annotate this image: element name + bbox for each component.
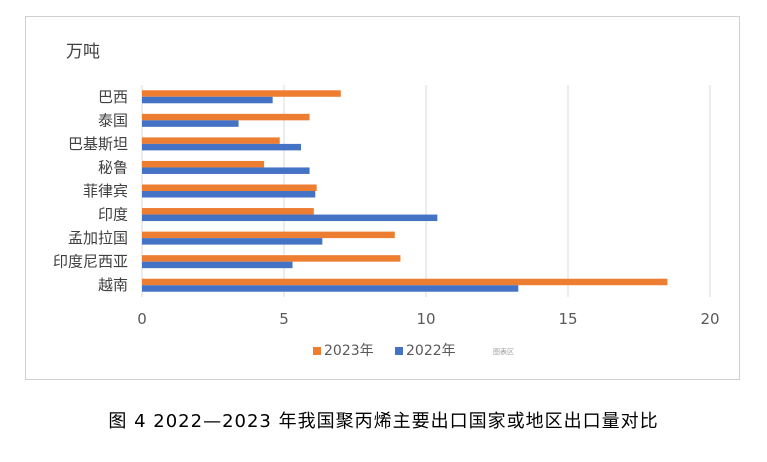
legend-label-2022: 2022年 bbox=[406, 343, 456, 359]
figure-caption: 图 4 2022—2023 年我国聚丙烯主要出口国家或地区出口量对比 bbox=[108, 411, 659, 432]
chart-area: 万吨 0 5 10 15 20 巴西泰国巴基斯坦秘鲁菲律宾印度孟加拉国印度尼西亚越南 2023… bbox=[25, 16, 740, 380]
category-label: 菲律宾 bbox=[83, 182, 128, 200]
category-label: 越南 bbox=[98, 276, 128, 294]
bar-2023 bbox=[142, 278, 668, 286]
bar-2022 bbox=[142, 167, 310, 174]
bar-2023 bbox=[142, 208, 314, 215]
bar-2022 bbox=[142, 238, 323, 245]
unit-label: 万吨 bbox=[66, 42, 100, 62]
bar-2022 bbox=[142, 120, 239, 127]
category-label: 印度尼西亚 bbox=[53, 253, 128, 271]
x-tick-label: 20 bbox=[700, 310, 719, 328]
category-label: 巴基斯坦 bbox=[68, 135, 128, 153]
legend-label-2023: 2023年 bbox=[324, 343, 374, 359]
bar-2023 bbox=[142, 255, 401, 262]
bar-2023 bbox=[142, 160, 265, 168]
category-label: 印度 bbox=[98, 206, 128, 224]
x-tick-label: 5 bbox=[279, 310, 289, 328]
legend-swatch-2022 bbox=[395, 347, 403, 355]
category-label: 泰国 bbox=[98, 111, 128, 129]
category-label: 孟加拉国 bbox=[68, 229, 128, 247]
bar-2022 bbox=[142, 214, 438, 222]
bar-2022 bbox=[142, 143, 302, 151]
bar-2022 bbox=[142, 261, 293, 269]
category-label: 巴西 bbox=[98, 88, 128, 106]
x-tick-label: 15 bbox=[558, 310, 577, 328]
bar-2023 bbox=[142, 231, 395, 239]
legend-swatch-2023 bbox=[313, 347, 321, 355]
bar-2023 bbox=[142, 90, 341, 97]
bar-2023 bbox=[142, 137, 280, 144]
x-tick-label: 10 bbox=[416, 310, 435, 328]
bar-2022 bbox=[142, 96, 273, 104]
category-label: 秘鲁 bbox=[98, 158, 128, 176]
bar-2022 bbox=[142, 191, 316, 198]
chart-area-tag: 图表区 bbox=[493, 347, 514, 356]
bar-2023 bbox=[142, 113, 310, 121]
bar-2022 bbox=[142, 285, 519, 292]
bar-2023 bbox=[142, 184, 317, 191]
x-tick-label: 0 bbox=[137, 310, 147, 328]
